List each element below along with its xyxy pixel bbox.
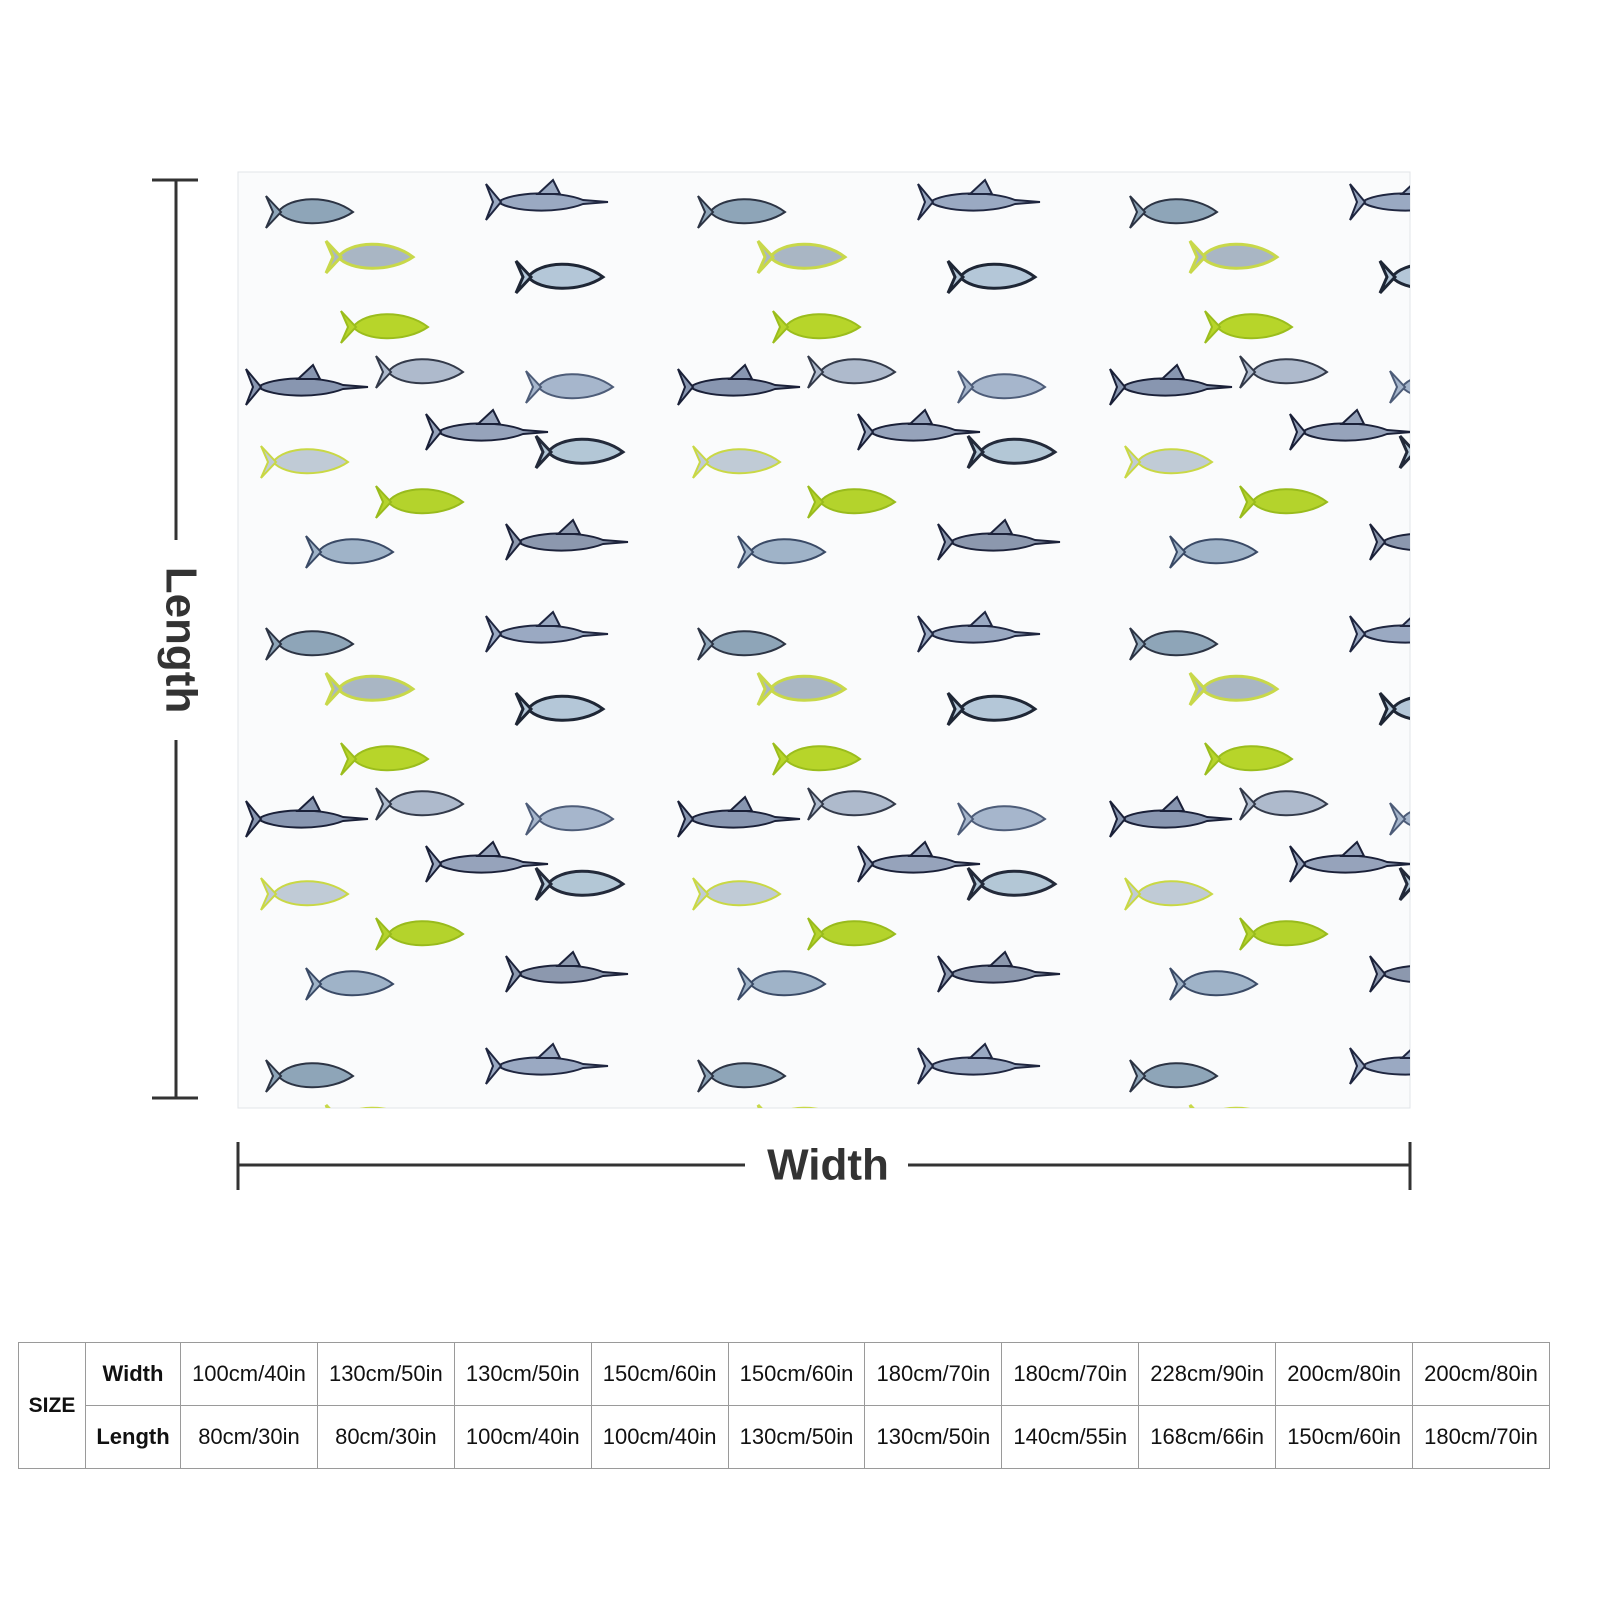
size-cell: 130cm/50in [453,1342,592,1406]
size-cell: 200cm/80in [1412,1342,1550,1406]
size-cell: 200cm/80in [1275,1342,1414,1406]
size-cell: 180cm/70in [1001,1342,1140,1406]
fish-pattern [238,172,1410,1108]
size-cell: 100cm/40in [590,1405,729,1469]
size-cell: 100cm/40in [453,1405,592,1469]
length-label: Length [156,567,205,714]
size-cell: 140cm/55in [1001,1405,1140,1469]
width-label: Width [767,1141,889,1190]
row-label: Length [85,1405,181,1469]
size-cell: 168cm/66in [1138,1405,1277,1469]
product-image: Length Width [152,171,1412,1190]
table-row: Length 80cm/30in 80cm/30in 100cm/40in 100cm/… [19,1405,1550,1469]
size-cell: 180cm/70in [864,1342,1003,1406]
size-cell: 150cm/60in [1275,1405,1414,1469]
size-cell: 80cm/30in [316,1405,455,1469]
table-row: SIZE Width 100cm/40in 130cm/50in 130cm/50in 1… [18,1342,1550,1469]
width-marker [236,1142,1412,1190]
size-cell: 130cm/50in [864,1405,1003,1469]
size-cell: 130cm/50in [316,1342,455,1406]
size-cell: 228cm/90in [1138,1342,1277,1406]
size-cell: 100cm/40in [180,1342,318,1406]
size-cell: 180cm/70in [1412,1405,1550,1469]
size-cell: 80cm/30in [180,1405,318,1469]
row-label: Width [85,1342,181,1406]
size-cell: 130cm/50in [727,1405,866,1469]
size-cell: 150cm/60in [727,1342,866,1406]
length-marker [152,178,198,1100]
size-table: SIZE Width 100cm/40in 130cm/50in 130cm/50in 1… [18,1342,1550,1469]
size-cell: 150cm/60in [590,1342,729,1406]
size-header: SIZE [18,1342,86,1469]
